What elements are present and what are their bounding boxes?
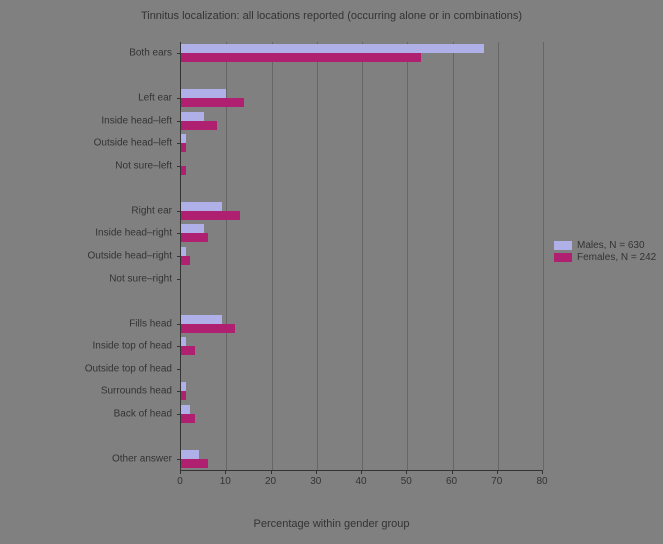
chart-stage: Tinnitus localization: all locations rep… [0,0,663,544]
bar-females [181,414,195,423]
y-tick-mark [177,279,181,280]
x-tick-mark [542,470,543,474]
category-label: Outside head–right [87,251,172,262]
bar-females [181,53,421,62]
category-label: Inside head–right [95,228,172,239]
x-tick-mark [316,470,317,474]
bar-males [181,247,186,256]
x-tick-label: 0 [160,476,200,487]
bar-females [181,143,186,152]
legend-label: Males, N = 630 [577,240,645,251]
chart-title: Tinnitus localization: all locations rep… [0,10,663,22]
gridline [498,42,499,470]
gridline [317,42,318,470]
x-tick-label: 30 [296,476,336,487]
category-label: Not sure–right [109,273,172,284]
bar-males [181,89,226,98]
x-tick-mark [225,470,226,474]
gridline [407,42,408,470]
legend-label: Females, N = 242 [577,252,656,263]
x-tick-label: 50 [386,476,426,487]
bar-males [181,134,186,143]
x-axis-label: Percentage within gender group [0,518,663,530]
category-label: Outside head–left [94,138,172,149]
bar-females [181,256,190,265]
category-label: Outside top of head [85,363,172,374]
category-label: Back of head [114,408,172,419]
bar-females [181,233,208,242]
gridline [362,42,363,470]
x-tick-label: 20 [251,476,291,487]
gridline [543,42,544,470]
bar-females [181,346,195,355]
bar-females [181,324,235,333]
x-tick-label: 80 [522,476,562,487]
category-label: Inside top of head [92,341,172,352]
legend-swatch [554,241,572,250]
bar-females [181,459,208,468]
bar-males [181,315,222,324]
legend: Males, N = 630Females, N = 242 [554,239,656,264]
category-label: Not sure–left [115,160,172,171]
legend-item: Males, N = 630 [554,240,656,251]
category-label: Left ear [138,93,172,104]
bar-males [181,44,484,53]
plot-area [180,42,543,471]
bar-females [181,166,186,175]
bar-males [181,224,204,233]
bar-males [181,202,222,211]
bar-females [181,391,186,400]
bar-males [181,382,186,391]
x-tick-mark [361,470,362,474]
x-tick-label: 70 [477,476,517,487]
y-tick-mark [177,369,181,370]
x-tick-label: 40 [341,476,381,487]
x-tick-mark [271,470,272,474]
bar-females [181,121,217,130]
category-label: Right ear [131,205,172,216]
category-label: Both ears [129,48,172,59]
bar-males [181,450,199,459]
category-label: Fills head [129,318,172,329]
bar-females [181,98,244,107]
x-tick-label: 10 [205,476,245,487]
bar-males [181,337,186,346]
bar-males [181,405,190,414]
category-label: Inside head–left [101,115,172,126]
x-tick-label: 60 [432,476,472,487]
gridline [453,42,454,470]
x-tick-mark [452,470,453,474]
category-label: Surrounds head [101,386,172,397]
bar-males [181,112,204,121]
bar-females [181,211,240,220]
category-label: Other answer [112,453,172,464]
x-tick-mark [406,470,407,474]
x-tick-mark [180,470,181,474]
legend-swatch [554,253,572,262]
legend-item: Females, N = 242 [554,252,656,263]
gridline [272,42,273,470]
x-tick-mark [497,470,498,474]
